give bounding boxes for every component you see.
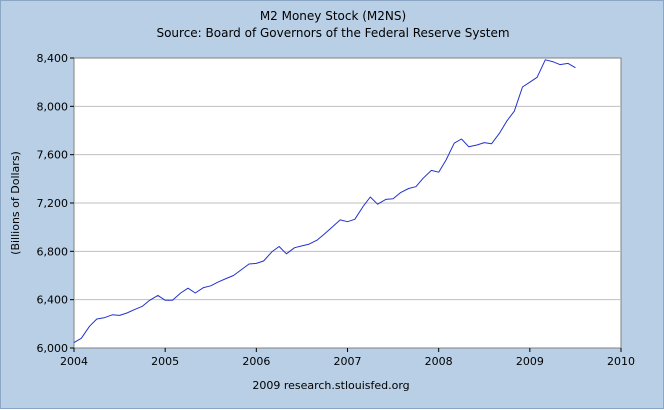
y-tick-label: 6,000 [37, 342, 69, 355]
footer-credit: 2009 research.stlouisfed.org [252, 379, 409, 392]
chart-subtitle: Source: Board of Governors of the Federa… [156, 26, 509, 40]
x-tick-label: 2005 [151, 355, 179, 368]
x-tick-label: 2008 [425, 355, 453, 368]
series-line [73, 59, 576, 344]
y-axis-label: (Billions of Dollars) [9, 151, 22, 255]
x-axis-ticks: 2004 2005 2006 2007 2008 2009 2010 [60, 348, 635, 368]
y-tick-label: 8,000 [37, 100, 69, 113]
x-tick-label: 2006 [242, 355, 270, 368]
x-tick-label: 2009 [516, 355, 544, 368]
chart-title: M2 Money Stock (M2NS) [260, 9, 406, 23]
y-tick-label: 7,600 [37, 149, 69, 162]
y-tick-label: 6,800 [37, 245, 69, 258]
x-tick-label: 2007 [334, 355, 362, 368]
gridlines [74, 105, 621, 301]
y-tick-label: 8,400 [37, 52, 69, 65]
x-tick-label: 2010 [607, 355, 635, 368]
y-tick-label: 6,400 [37, 294, 69, 307]
series-layer [73, 59, 576, 344]
y-tick-label: 7,200 [37, 197, 69, 210]
y-axis-ticks: 6,000 6,400 6,800 7,200 7,600 8,000 8,400 [37, 52, 74, 355]
x-tick-label: 2004 [60, 355, 88, 368]
